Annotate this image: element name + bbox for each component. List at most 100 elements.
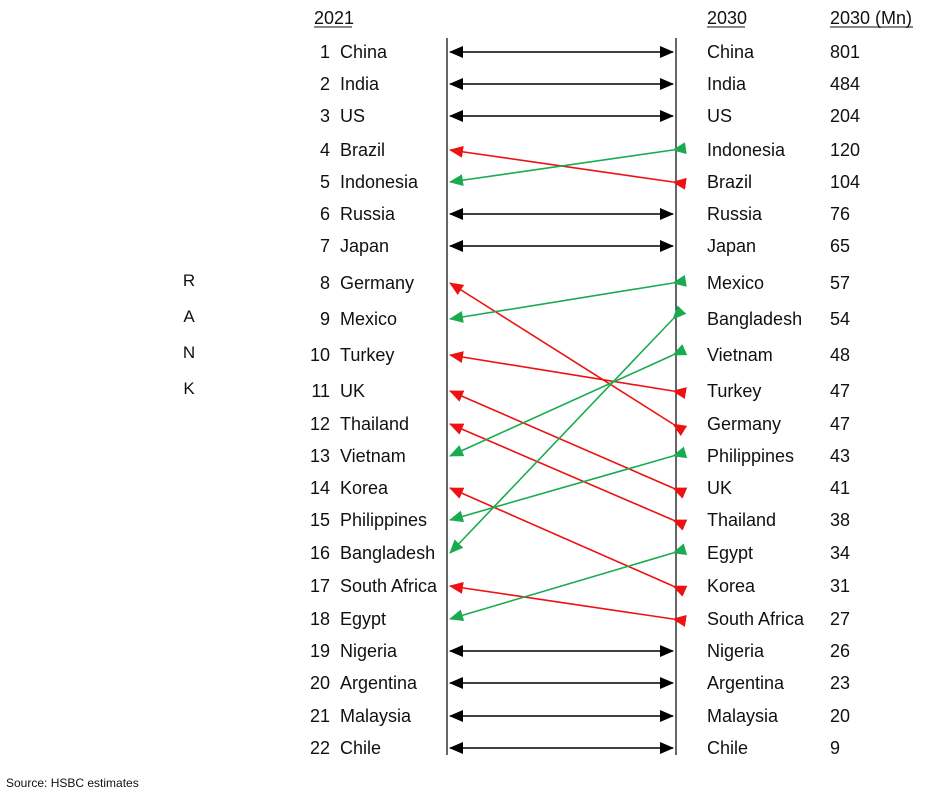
- source-note: Source: HSBC estimates: [6, 776, 139, 790]
- rank-change-arrows: [449, 46, 688, 754]
- country-label-2030: Chile: [707, 738, 748, 758]
- country-label-2021: Korea: [340, 478, 389, 498]
- value-label-2030: 48: [830, 345, 850, 365]
- value-label-2030: 31: [830, 576, 850, 596]
- rank-number-2021: 16: [310, 543, 330, 563]
- rank-label-letter: K: [183, 379, 195, 398]
- country-label-2030: Egypt: [707, 543, 753, 563]
- country-label-2021: Vietnam: [340, 446, 406, 466]
- rank-label-letter: R: [183, 271, 195, 290]
- country-label-2021: Nigeria: [340, 641, 398, 661]
- value-label-2030: 38: [830, 510, 850, 530]
- country-label-2030: India: [707, 74, 747, 94]
- rank-number-2021: 21: [310, 706, 330, 726]
- header-2030-mn: 2030 (Mn): [830, 8, 912, 28]
- rank-number-2021: 18: [310, 609, 330, 629]
- country-label-2021: India: [340, 74, 380, 94]
- header-2030: 2030: [707, 8, 747, 28]
- value-label-2030: 20: [830, 706, 850, 726]
- country-label-2021: Brazil: [340, 140, 385, 160]
- country-label-2030: Korea: [707, 576, 756, 596]
- country-label-2021: Russia: [340, 204, 396, 224]
- country-label-2030: Japan: [707, 236, 756, 256]
- value-label-2030: 27: [830, 609, 850, 629]
- rank-down-arrow: [449, 487, 688, 597]
- rank-up-arrow: [449, 446, 688, 523]
- country-label-2021: Argentina: [340, 673, 418, 693]
- country-label-2030: Thailand: [707, 510, 776, 530]
- country-label-2021: Malaysia: [340, 706, 412, 726]
- country-label-2030: UK: [707, 478, 732, 498]
- country-label-2021: Turkey: [340, 345, 394, 365]
- country-label-2021: Japan: [340, 236, 389, 256]
- value-label-2030: 204: [830, 106, 860, 126]
- left-ranking-labels: 1 China 2 India 3 US 4 Brazil 5 Indonesia 6 Russia 7…: [310, 42, 438, 758]
- value-label-2030: 26: [830, 641, 850, 661]
- country-label-2030: Russia: [707, 204, 763, 224]
- rank-number-2021: 12: [310, 414, 330, 434]
- value-label-2030: 57: [830, 273, 850, 293]
- rank-number-2021: 9: [320, 309, 330, 329]
- rank-number-2021: 8: [320, 273, 330, 293]
- rank-number-2021: 10: [310, 345, 330, 365]
- value-label-2030: 43: [830, 446, 850, 466]
- country-label-2030: Vietnam: [707, 345, 773, 365]
- country-label-2030: Turkey: [707, 381, 761, 401]
- country-label-2021: Mexico: [340, 309, 397, 329]
- value-label-2030: 47: [830, 414, 850, 434]
- value-label-2030: 9: [830, 738, 840, 758]
- rank-number-2021: 14: [310, 478, 330, 498]
- rank-number-2021: 7: [320, 236, 330, 256]
- rank-number-2021: 11: [311, 381, 330, 401]
- rank-up-arrow: [449, 543, 688, 622]
- country-label-2030: US: [707, 106, 732, 126]
- value-label-2030: 47: [830, 381, 850, 401]
- country-label-2021: China: [340, 42, 388, 62]
- rank-number-2021: 13: [310, 446, 330, 466]
- country-label-2030: South Africa: [707, 609, 805, 629]
- country-label-2030: Nigeria: [707, 641, 765, 661]
- country-label-2030: Mexico: [707, 273, 764, 293]
- country-label-2021: UK: [340, 381, 365, 401]
- rank-label-letter: N: [183, 343, 195, 362]
- country-label-2030: China: [707, 42, 755, 62]
- rank-number-2021: 3: [320, 106, 330, 126]
- country-label-2021: Philippines: [340, 510, 427, 530]
- country-label-2030: Philippines: [707, 446, 794, 466]
- value-label-2030: 76: [830, 204, 850, 224]
- rank-number-2021: 5: [320, 172, 330, 192]
- rank-up-arrow: [449, 275, 687, 323]
- country-label-2021: South Africa: [340, 576, 438, 596]
- country-label-2030: Bangladesh: [707, 309, 802, 329]
- rank-down-arrow: [449, 351, 687, 399]
- value-label-2030: 120: [830, 140, 860, 160]
- rank-number-2021: 20: [310, 673, 330, 693]
- rank-number-2021: 22: [310, 738, 330, 758]
- rank-number-2021: 15: [310, 510, 330, 530]
- country-label-2030: Argentina: [707, 673, 785, 693]
- country-label-2021: US: [340, 106, 365, 126]
- rank-number-2021: 2: [320, 74, 330, 94]
- country-label-2030: Malaysia: [707, 706, 779, 726]
- country-label-2030: Brazil: [707, 172, 752, 192]
- value-label-2030: 801: [830, 42, 860, 62]
- rank-up-arrow: [449, 305, 687, 554]
- rank-number-2021: 4: [320, 140, 330, 160]
- rank-number-2021: 17: [310, 576, 330, 596]
- country-label-2021: Thailand: [340, 414, 409, 434]
- value-label-2030: 484: [830, 74, 860, 94]
- value-label-2030: 34: [830, 543, 850, 563]
- value-label-2030: 41: [830, 478, 850, 498]
- header-2021: 2021: [314, 8, 354, 28]
- rank-down-arrow: [449, 581, 687, 627]
- rank-label-letter: A: [183, 307, 195, 326]
- country-label-2030: Indonesia: [707, 140, 786, 160]
- rank-up-arrow: [449, 142, 687, 187]
- rank-number-2021: 19: [310, 641, 330, 661]
- right-ranking-labels: China 801 India 484 US 204 Indonesia 120 Brazil 1…: [707, 42, 860, 758]
- country-label-2021: Chile: [340, 738, 381, 758]
- country-label-2021: Egypt: [340, 609, 386, 629]
- country-label-2021: Indonesia: [340, 172, 419, 192]
